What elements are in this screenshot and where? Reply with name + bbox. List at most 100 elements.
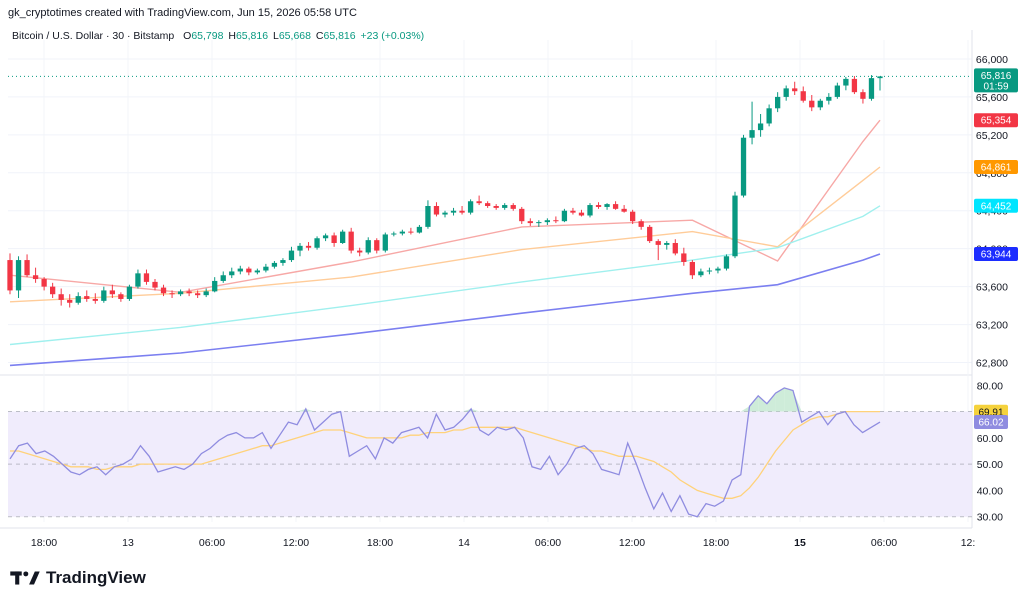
candle-body <box>220 275 226 281</box>
candle-body <box>766 108 772 124</box>
moving-averages <box>9 119 881 367</box>
candle-body <box>433 206 440 215</box>
candle-body <box>297 245 303 251</box>
time-tick-label: 15 <box>794 537 806 549</box>
candle-body <box>638 221 644 227</box>
axes: 66,00065,60065,20064,80064,40064,00063,6… <box>31 54 1008 549</box>
candle-body <box>408 231 414 233</box>
rsi-line <box>9 387 881 518</box>
candle-body <box>561 210 568 222</box>
time-tick-label: 12:00 <box>283 537 309 549</box>
candle-body <box>92 298 98 301</box>
candle-body <box>775 96 781 109</box>
candle-body <box>698 271 704 276</box>
candle-body <box>177 291 184 295</box>
candle-body <box>280 260 286 263</box>
rsi-tick-label: 30.00 <box>977 512 1003 524</box>
candle-body <box>834 85 840 97</box>
candle-body <box>476 201 482 204</box>
change-value: +23 (+0.03%) <box>360 30 425 42</box>
price-tick-label: 66,000 <box>976 54 1008 66</box>
candle-body <box>305 245 312 248</box>
rsi-overbought-fill <box>297 408 306 412</box>
price-tick-label: 65,200 <box>976 130 1008 142</box>
candle-body <box>118 294 124 299</box>
candle-body <box>502 205 508 208</box>
candle-body <box>143 273 150 282</box>
candle-body <box>15 260 22 291</box>
candle-body <box>655 241 661 245</box>
candle-body <box>587 205 593 216</box>
candle-body <box>536 222 542 224</box>
candle-body <box>689 261 695 276</box>
candle-body <box>570 210 576 213</box>
candle-body <box>595 205 602 207</box>
rsi-moving-average-line <box>10 410 880 499</box>
candle-body <box>7 260 13 291</box>
price-badge-text: 65,816 <box>981 71 1012 82</box>
price-badge <box>974 246 1018 261</box>
candle-body <box>706 270 713 272</box>
candle-body <box>322 235 329 239</box>
rsi-overbought-fill <box>749 395 759 412</box>
candle-body <box>186 291 192 294</box>
high-value: 65,816 <box>235 30 269 42</box>
candle-body <box>817 100 823 108</box>
rsi-overbought-fill <box>305 408 315 412</box>
rsi-overbought-fill <box>784 387 793 412</box>
candle-body <box>263 266 269 271</box>
candle-body <box>288 250 295 261</box>
price-chart[interactable]: 66,00065,60065,20064,80064,40064,00063,6… <box>0 0 1024 560</box>
time-tick-label: 18:00 <box>703 537 729 549</box>
candle-body <box>604 204 610 207</box>
price-tick-label: 62,800 <box>976 358 1008 370</box>
price-badge-text: 64,861 <box>981 163 1012 174</box>
time-tick-label: 13 <box>122 537 134 549</box>
candle-body <box>109 290 115 295</box>
candle-body <box>391 233 397 235</box>
candle-body <box>732 195 738 257</box>
candle-body <box>75 296 81 303</box>
candle-body <box>664 242 670 245</box>
price-badge-text: 65,354 <box>981 116 1012 127</box>
candle-body <box>723 256 730 269</box>
moving-average-line-3 <box>9 205 881 346</box>
candle-body <box>800 91 806 101</box>
price-badge <box>974 198 1018 213</box>
moving-average-line-1 <box>9 119 881 294</box>
price-badge-text: 64,452 <box>981 201 1012 212</box>
candle-body <box>630 211 636 222</box>
price-badge <box>974 160 1018 175</box>
candle-body <box>450 210 457 213</box>
countdown-badge-text: 01:59 <box>983 81 1008 92</box>
candle-body <box>246 268 252 273</box>
candle-body <box>510 205 516 209</box>
tradingview-logo-icon <box>10 571 40 585</box>
candle-body <box>868 78 875 99</box>
candle-body <box>357 250 363 253</box>
candle-body <box>519 208 525 222</box>
candles <box>7 75 883 308</box>
candle-body <box>860 92 866 99</box>
candle-body <box>24 260 30 276</box>
candle-body <box>715 268 721 271</box>
candle-body <box>442 212 448 215</box>
rsi-overbought-fill <box>740 406 750 412</box>
candle-body <box>229 271 235 276</box>
rsi-badge-text: 66.02 <box>978 418 1003 429</box>
time-tick-label: 06:00 <box>535 537 561 549</box>
candle-body <box>826 96 832 101</box>
open-value: 65,798 <box>191 30 224 42</box>
rsi-badge <box>974 415 1008 430</box>
price-tick-label: 65,600 <box>976 92 1008 104</box>
candle-body <box>348 231 354 251</box>
candle-body <box>681 253 687 262</box>
candle-body <box>851 78 858 93</box>
candle-body <box>212 280 218 292</box>
candle-body <box>672 242 678 254</box>
candle-body <box>647 226 653 242</box>
candle-body <box>340 231 346 243</box>
low-value: 65,668 <box>278 30 311 42</box>
candle-body <box>553 220 559 222</box>
